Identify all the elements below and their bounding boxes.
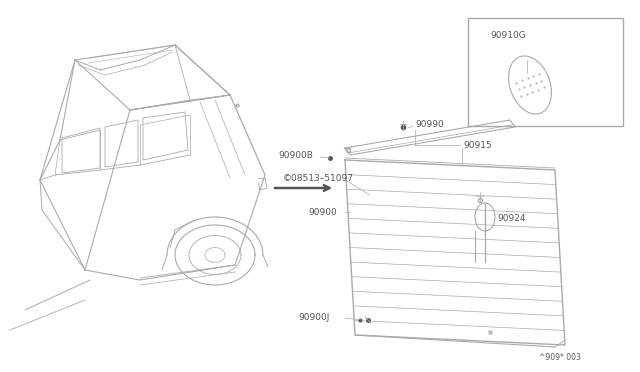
- Bar: [468, 18, 623, 126]
- Text: 90915: 90915: [463, 141, 492, 150]
- Text: 90900J: 90900J: [298, 314, 330, 323]
- Text: 90900: 90900: [308, 208, 337, 217]
- Text: ^909* 003: ^909* 003: [539, 353, 581, 362]
- Text: 90924: 90924: [497, 214, 525, 222]
- Text: ©08513–51097: ©08513–51097: [283, 173, 354, 183]
- Text: 90910G: 90910G: [490, 31, 525, 39]
- Text: 90900B: 90900B: [278, 151, 313, 160]
- Text: 90990: 90990: [415, 119, 444, 128]
